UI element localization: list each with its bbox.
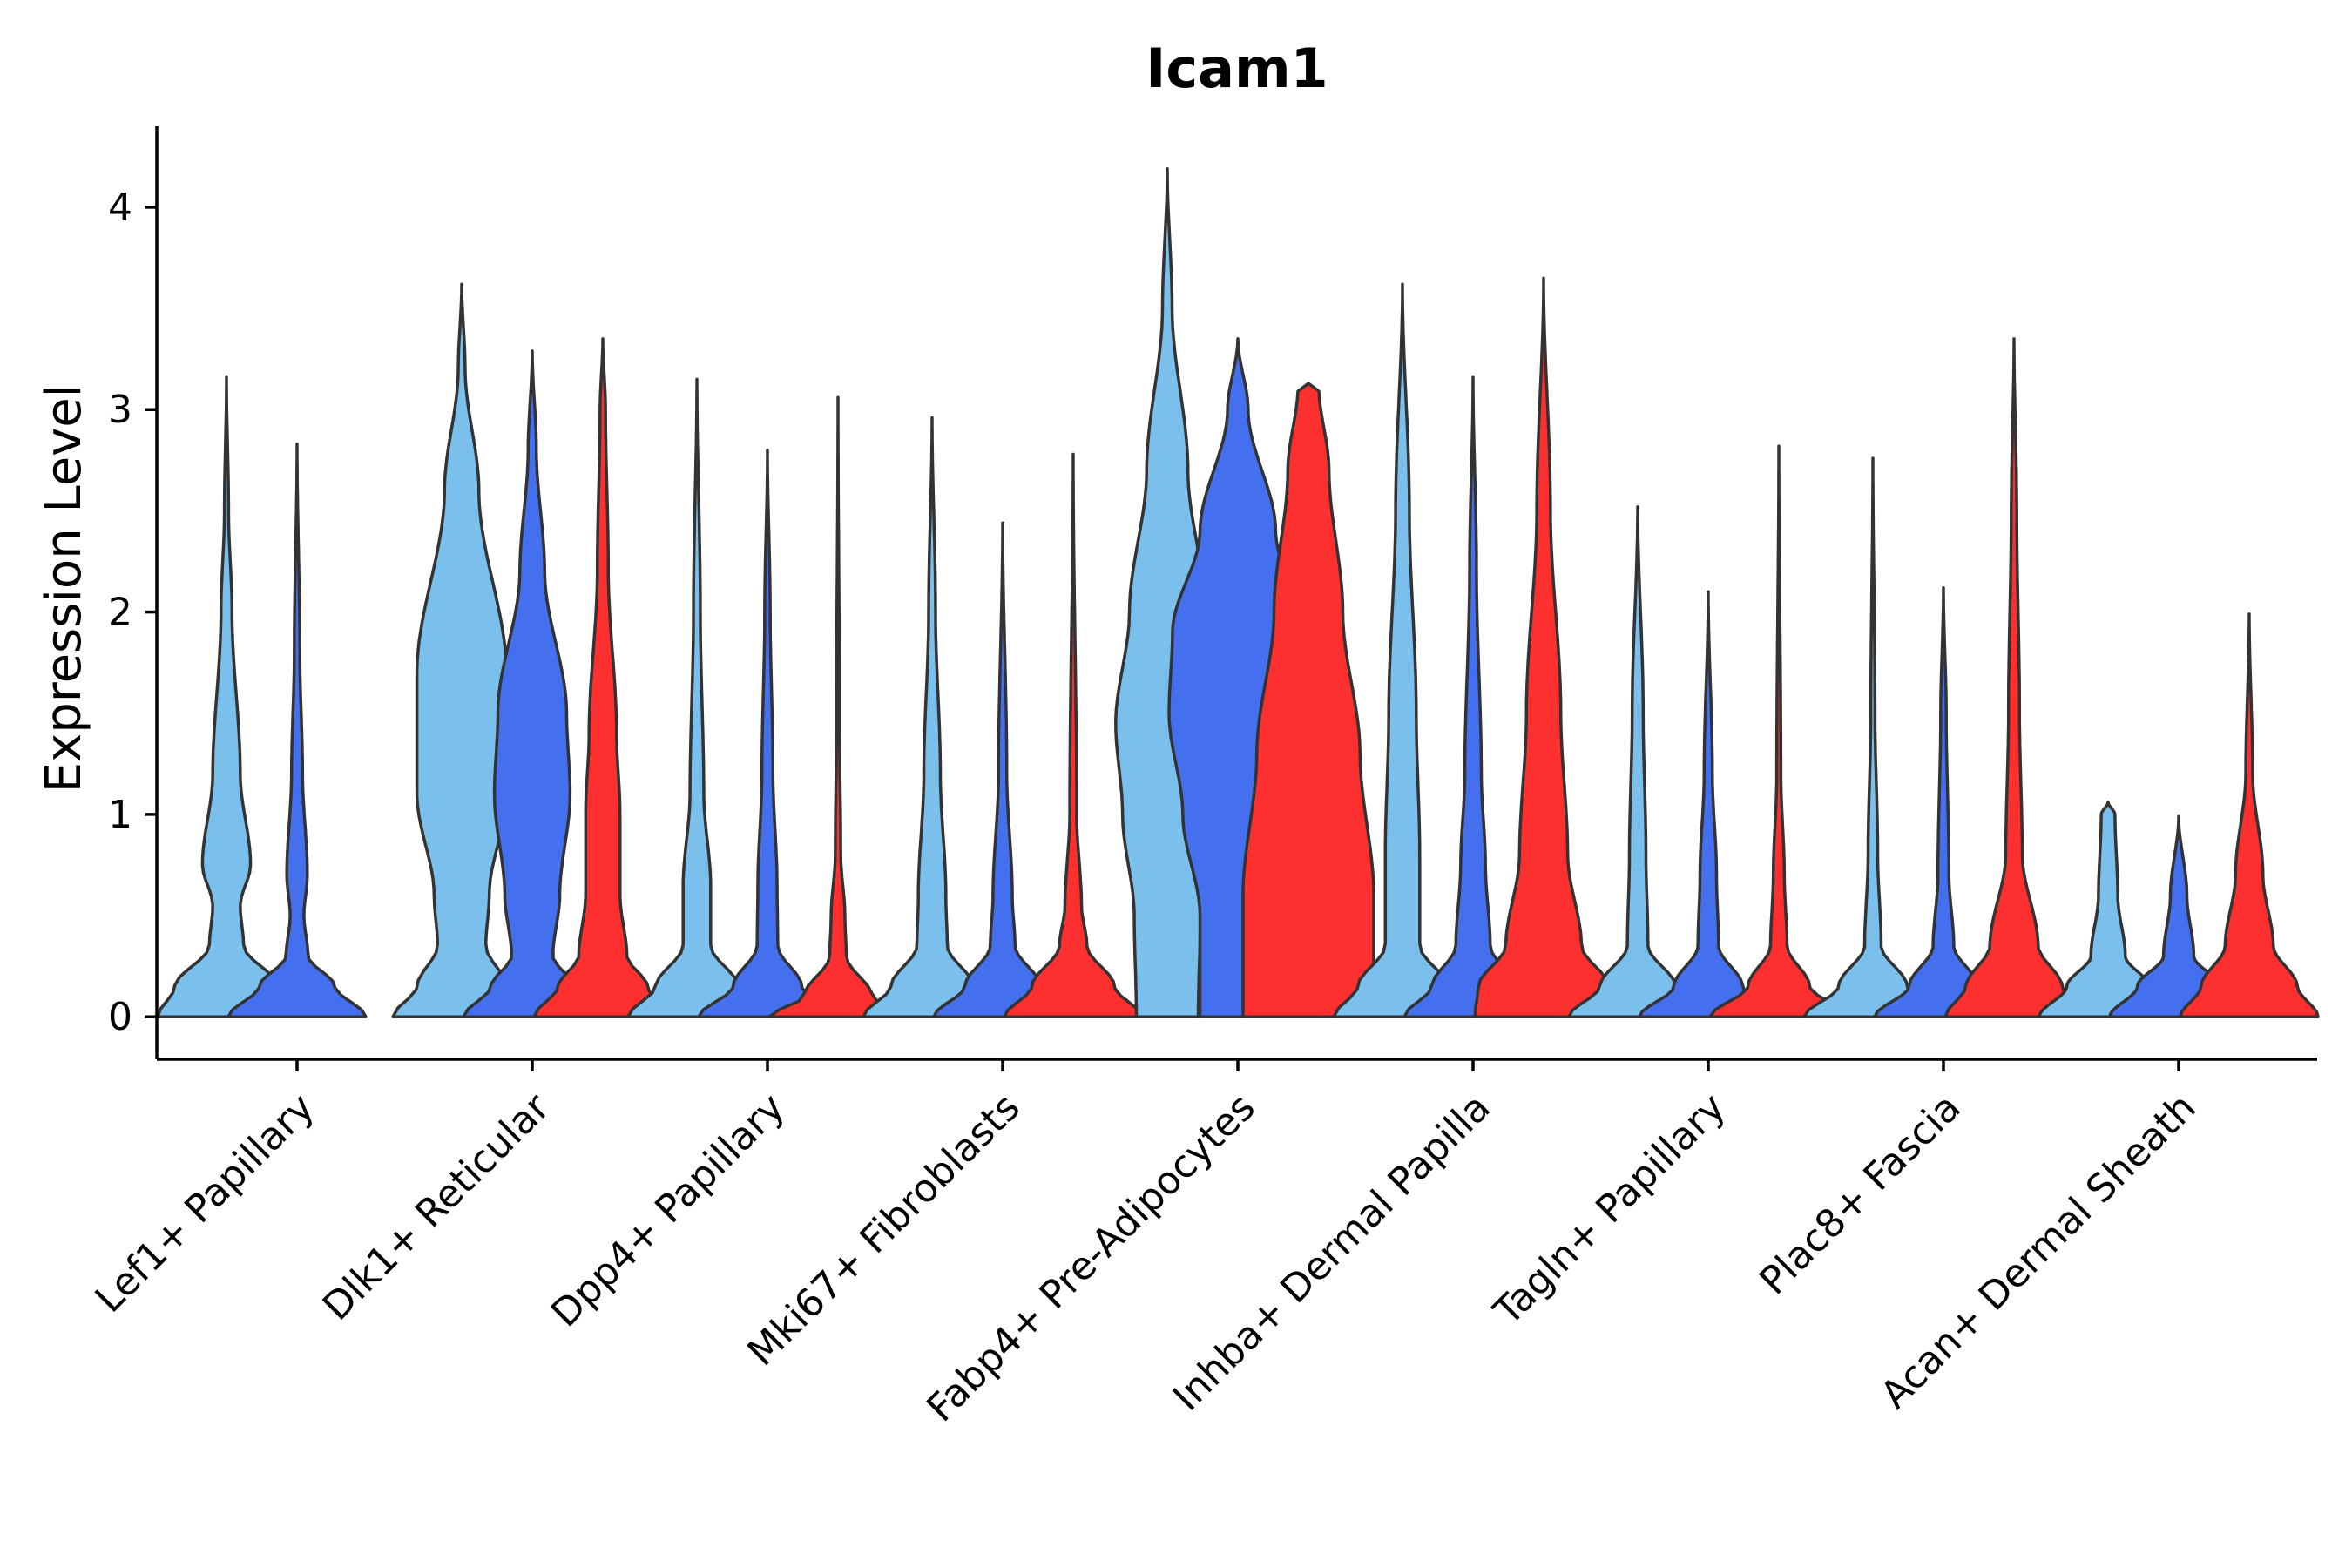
violin-7-series-2 (1638, 590, 1779, 1018)
violin-8-series-1 (1802, 456, 1943, 1018)
x-tick-label: Tagln+ Papillary (1485, 1085, 1734, 1335)
y-axis-label: Expression Level (36, 384, 92, 794)
y-tick-label: 1 (108, 793, 132, 837)
violin-4-series-2 (932, 521, 1073, 1018)
violin-1-series-2 (226, 442, 368, 1018)
violin-3-series-2 (697, 448, 838, 1018)
violin-6-series-1 (1332, 282, 1473, 1018)
violin-9-series-1 (2038, 801, 2179, 1018)
y-tick-label: 0 (108, 995, 132, 1039)
y-tick-label: 2 (108, 591, 132, 635)
violin-5-series-3 (1241, 382, 1375, 1018)
violin-4-series-1 (862, 416, 1003, 1018)
y-tick-label: 4 (108, 186, 132, 230)
violin-7-series-3 (1708, 444, 1849, 1018)
violins-group (156, 167, 2320, 1018)
violin-4-series-3 (1003, 452, 1144, 1018)
x-tick-label: Lef1+ Papillary (87, 1085, 323, 1321)
violin-8-series-3 (1943, 337, 2085, 1018)
y-axis-ticks: 0 1 2 3 4 (108, 186, 157, 1039)
violin-3-series-1 (626, 377, 767, 1018)
violin-9-series-3 (2179, 612, 2320, 1018)
violin-2-series-2 (462, 349, 603, 1018)
violin-6-series-2 (1402, 375, 1544, 1018)
violin-6-series-3 (1473, 276, 1614, 1018)
violin-8-series-2 (1873, 585, 2014, 1018)
y-tick-label: 3 (108, 388, 132, 432)
violin-9-series-2 (2108, 814, 2249, 1018)
violin-3-series-3 (767, 395, 909, 1018)
violin-1-series-1 (156, 375, 297, 1018)
violin-2-series-3 (532, 337, 673, 1018)
chart-title: Icam1 (1146, 37, 1328, 100)
x-tick-label: Plac8+ Fascia (1751, 1085, 1970, 1304)
x-tick-label: Dpp4+ Papillary (543, 1085, 794, 1336)
x-tick-label: Dlk1+ Reticular (314, 1085, 559, 1329)
violin-7-series-1 (1567, 505, 1708, 1018)
